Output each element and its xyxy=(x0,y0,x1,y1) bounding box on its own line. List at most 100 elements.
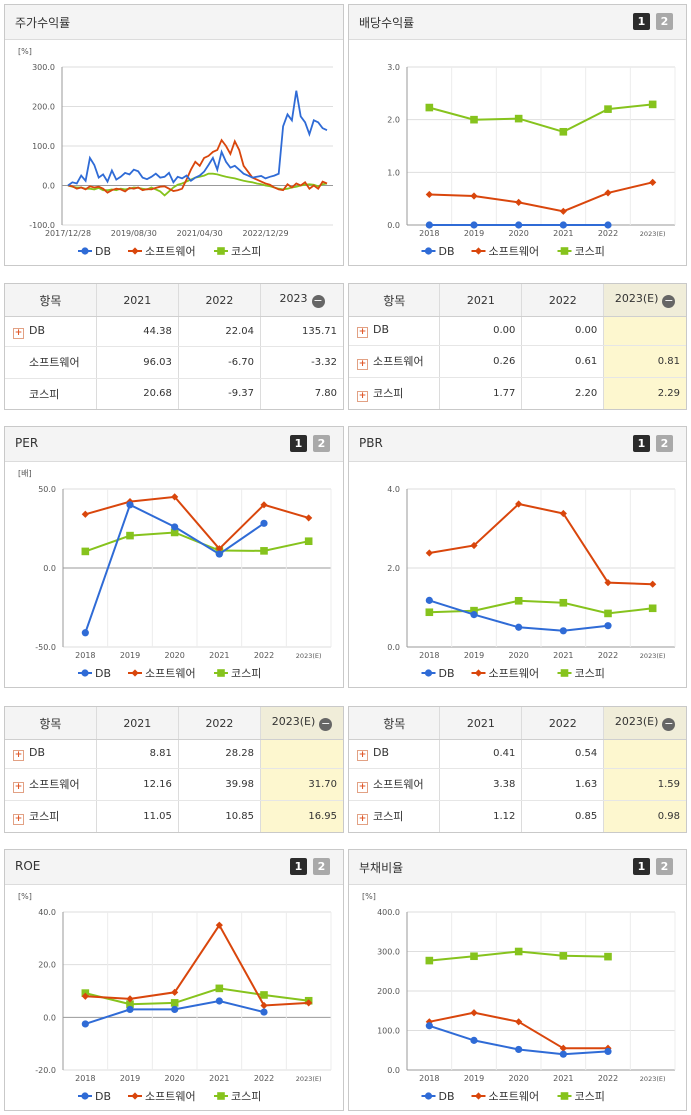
kospi-point xyxy=(514,596,523,605)
db-point xyxy=(215,997,223,1005)
x-tick-label: 2020 xyxy=(164,651,184,660)
row-name: 소프트웨어 xyxy=(5,346,97,379)
x-tick-label: 2022 xyxy=(598,229,618,238)
expand-icon[interactable]: + xyxy=(357,327,368,339)
y-tick-label: 100.0 xyxy=(377,1027,400,1036)
collapse-icon[interactable]: − xyxy=(662,717,676,731)
expand-icon[interactable]: + xyxy=(13,328,24,339)
cell-value xyxy=(260,739,343,769)
panel-header: 배당수익률 1 2 xyxy=(349,5,686,40)
header-year: 2023(E) − xyxy=(260,707,343,740)
software-point xyxy=(425,190,433,199)
header-item: 항목 xyxy=(349,707,441,740)
kospi-point xyxy=(470,606,478,615)
expand-icon[interactable]: + xyxy=(13,814,24,826)
expand-icon[interactable]: + xyxy=(13,782,24,794)
x-tick-label: 2021 xyxy=(553,229,573,238)
view-1-button[interactable]: 1 xyxy=(290,858,307,875)
db-point xyxy=(171,1005,179,1014)
db-point xyxy=(424,1092,433,1100)
panel-header: 부채비율 1 2 xyxy=(349,850,686,885)
header-item: 항목 xyxy=(5,284,97,317)
per-chart: [배] 50.0 0.0 -50.0 2018 2019 2020 2021 2022 2023(… xyxy=(18,469,332,680)
view-1-button[interactable]: 1 xyxy=(633,858,650,875)
db-point xyxy=(126,501,134,509)
header-year: 2022 xyxy=(178,284,262,317)
db-point xyxy=(604,622,612,630)
expand-icon[interactable]: + xyxy=(357,359,368,371)
expand-icon[interactable]: + xyxy=(13,750,24,762)
row-name: + 소프트웨어 xyxy=(349,345,441,379)
collapse-icon[interactable]: − xyxy=(311,294,325,308)
x-tick-label: 2023(E) xyxy=(640,652,666,660)
unit-label: [%] xyxy=(362,892,376,901)
legend-label: DB xyxy=(439,667,455,680)
view-2-button[interactable]: 2 xyxy=(313,858,330,875)
view-1-button[interactable]: 1 xyxy=(290,435,307,452)
db-point xyxy=(515,1045,523,1054)
y-tick-label: 0.0 xyxy=(42,182,55,191)
cell-value: -3.32 xyxy=(260,346,343,379)
x-tick-label: 2019 xyxy=(464,651,484,660)
x-tick-label: 2019 xyxy=(464,229,484,238)
kospi-point xyxy=(217,1092,225,1100)
legend-label: 코스피 xyxy=(575,667,605,680)
expand-icon[interactable]: + xyxy=(357,782,368,794)
collapse-icon[interactable]: − xyxy=(319,717,333,731)
legend-label: 소프트웨어 xyxy=(145,667,196,680)
cell-value: 7.80 xyxy=(314,388,337,400)
table-row: + 소프트웨어 12.16 39.98 31.70 xyxy=(5,768,343,802)
cell-value: 20.68 xyxy=(96,378,179,409)
db-point xyxy=(425,221,433,229)
y-tick-label: 0.0 xyxy=(387,643,400,652)
series-line-코스피 xyxy=(429,599,653,615)
kospi-point xyxy=(215,984,224,993)
view-2-button[interactable]: 2 xyxy=(656,858,673,875)
row-name: + DB xyxy=(349,316,441,346)
x-tick-label: 2023(E) xyxy=(640,230,666,238)
cell-value: 0.81 xyxy=(603,345,686,379)
x-tick-label: 2022 xyxy=(254,651,274,660)
x-tick-label: 2022 xyxy=(254,1074,274,1083)
row-name: + 소프트웨어 xyxy=(349,768,441,802)
view-1-button[interactable]: 1 xyxy=(633,435,650,452)
header-year: 2021 xyxy=(96,284,179,317)
cell-value: 1.63 xyxy=(521,768,605,802)
y-tick-label: 0.0 xyxy=(387,1066,400,1075)
kospi-point xyxy=(304,537,313,546)
x-tick-label: 2019 xyxy=(120,1074,140,1083)
header-year: 2021 xyxy=(96,707,179,740)
row-name: + DB xyxy=(5,316,97,347)
series-line-소프트웨어 xyxy=(85,923,309,1007)
kospi-point xyxy=(81,547,90,556)
cell-value: 0.85 xyxy=(521,800,605,832)
collapse-icon[interactable]: − xyxy=(662,294,676,308)
view-1-button[interactable]: 1 xyxy=(633,13,650,30)
header-item: 항목 xyxy=(349,284,441,317)
y-tick-label: 2.0 xyxy=(387,564,400,573)
view-2-button[interactable]: 2 xyxy=(656,435,673,452)
cell-value: 2.20 xyxy=(521,377,605,409)
expand-icon[interactable]: + xyxy=(357,814,368,826)
db-point xyxy=(260,519,268,527)
software-point xyxy=(474,669,483,677)
header-year: 2023(E) − xyxy=(603,707,686,740)
view-2-button[interactable]: 2 xyxy=(656,13,673,30)
panel-title: PBR xyxy=(359,436,383,450)
db-point xyxy=(215,550,223,558)
cell-value: -6.70 xyxy=(178,346,262,379)
cell-value: 11.05 xyxy=(96,800,179,832)
view-2-button[interactable]: 2 xyxy=(313,435,330,452)
expand-icon[interactable]: + xyxy=(357,750,368,762)
row-name: + 코스피 xyxy=(349,377,441,409)
y-tick-label: 100.0 xyxy=(32,142,55,151)
header-year: 2022 xyxy=(521,707,605,740)
db-point xyxy=(81,247,89,255)
y-tick-label: 400.0 xyxy=(377,908,400,917)
panel-title: 배당수익률 xyxy=(359,16,415,30)
legend-label: 코스피 xyxy=(231,1090,261,1103)
expand-icon[interactable]: + xyxy=(357,391,368,403)
kospi-point xyxy=(425,956,434,965)
x-tick-label: 2021 xyxy=(209,1074,229,1083)
db-point xyxy=(470,221,478,229)
